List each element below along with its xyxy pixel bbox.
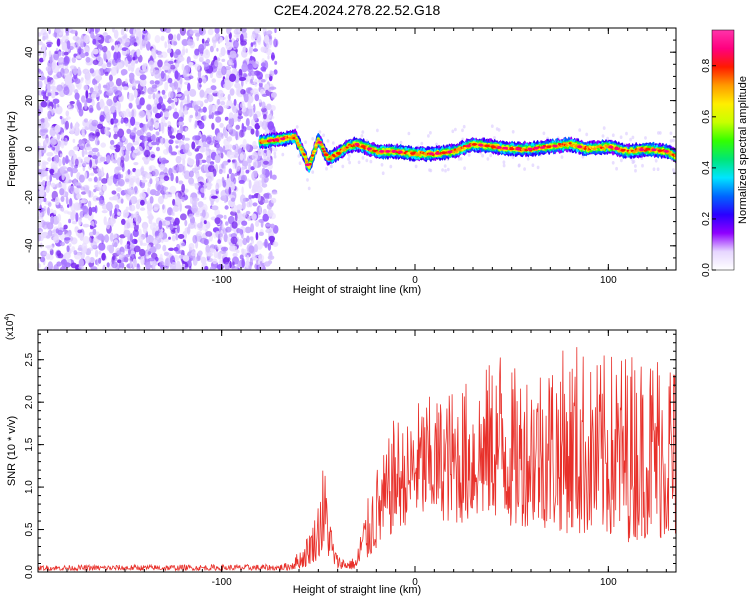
snr-xtick-label: 0	[412, 577, 418, 588]
snr-xlabel: Height of straight line (km)	[293, 584, 421, 596]
snr-ytick-label: 2.0	[24, 395, 35, 409]
snr-panel: -100 0 100 0.0 0.5 1.0 1.5 2.0 2.5 Height of str…	[4, 313, 677, 596]
spectrogram-xtick-label: 100	[600, 275, 617, 286]
svg-text:(x104): (x104)	[4, 313, 16, 340]
snr-ytick-label: 0.5	[24, 522, 35, 536]
colorbar-tick-label: 0.2	[701, 212, 712, 226]
spectrogram-ytick-label: -40	[24, 238, 35, 253]
snr-multiplier-base: (x10	[5, 320, 16, 340]
snr-axis-ticks: -100 0 100 0.0 0.5 1.0 1.5 2.0 2.5	[24, 330, 676, 588]
chart-title: C2E4.2024.278.22.52.G18	[274, 2, 441, 18]
colorbar-tick-label: 0.4	[701, 160, 712, 174]
snr-xtick-label: 100	[600, 577, 617, 588]
snr-ytick-label: 1.5	[24, 437, 35, 451]
heatmap-points	[38, 28, 676, 270]
snr-multiplier: (x104)	[4, 313, 16, 340]
snr-ytick-label: 2.5	[24, 352, 35, 366]
spectrogram-xtick-label: -100	[212, 275, 232, 286]
colorbar-tick-label: 0.6	[701, 109, 712, 123]
spectrogram-ytick-label: 20	[24, 95, 35, 107]
colorbar-gradient	[711, 29, 735, 271]
spectrogram-xlabel: Height of straight line (km)	[293, 284, 421, 296]
colorbar-tick-label: 0.8	[701, 58, 712, 72]
snr-ytick-label: 1.0	[24, 480, 35, 494]
colorbar: 0.0 0.2 0.4 0.6 0.8 Normalized spectral ampl…	[701, 29, 749, 277]
spectrogram-xtick-label: 0	[412, 275, 418, 286]
snr-xtick-label: -100	[212, 577, 232, 588]
spectrogram-ylabel: Frequency (Hz)	[6, 111, 18, 187]
spectrogram-ytick-label: 40	[24, 46, 35, 58]
colorbar-tick-label: 0.0	[701, 263, 712, 277]
spectrogram-panel: -100 0 100 -40 -20 0 20 40 Height of straight l…	[6, 27, 677, 296]
colorbar-label: Normalized spectral amplitude	[737, 76, 749, 224]
snr-ytick-label: 0.0	[24, 565, 35, 579]
colorbar-ticks: 0.0 0.2 0.4 0.6 0.8	[701, 58, 716, 277]
snr-series-line	[38, 347, 676, 572]
snr-ylabel: SNR (10 * v/v)	[6, 416, 18, 486]
spectrogram-axis-ticks: -100 0 100 -40 -20 0 20 40	[24, 27, 676, 286]
frequency-ridge	[258, 128, 676, 173]
snr-multiplier-exp: 4	[4, 317, 11, 321]
spectrogram-ytick-label: 0	[24, 146, 35, 152]
spectrogram-ytick-label: -20	[24, 190, 35, 205]
